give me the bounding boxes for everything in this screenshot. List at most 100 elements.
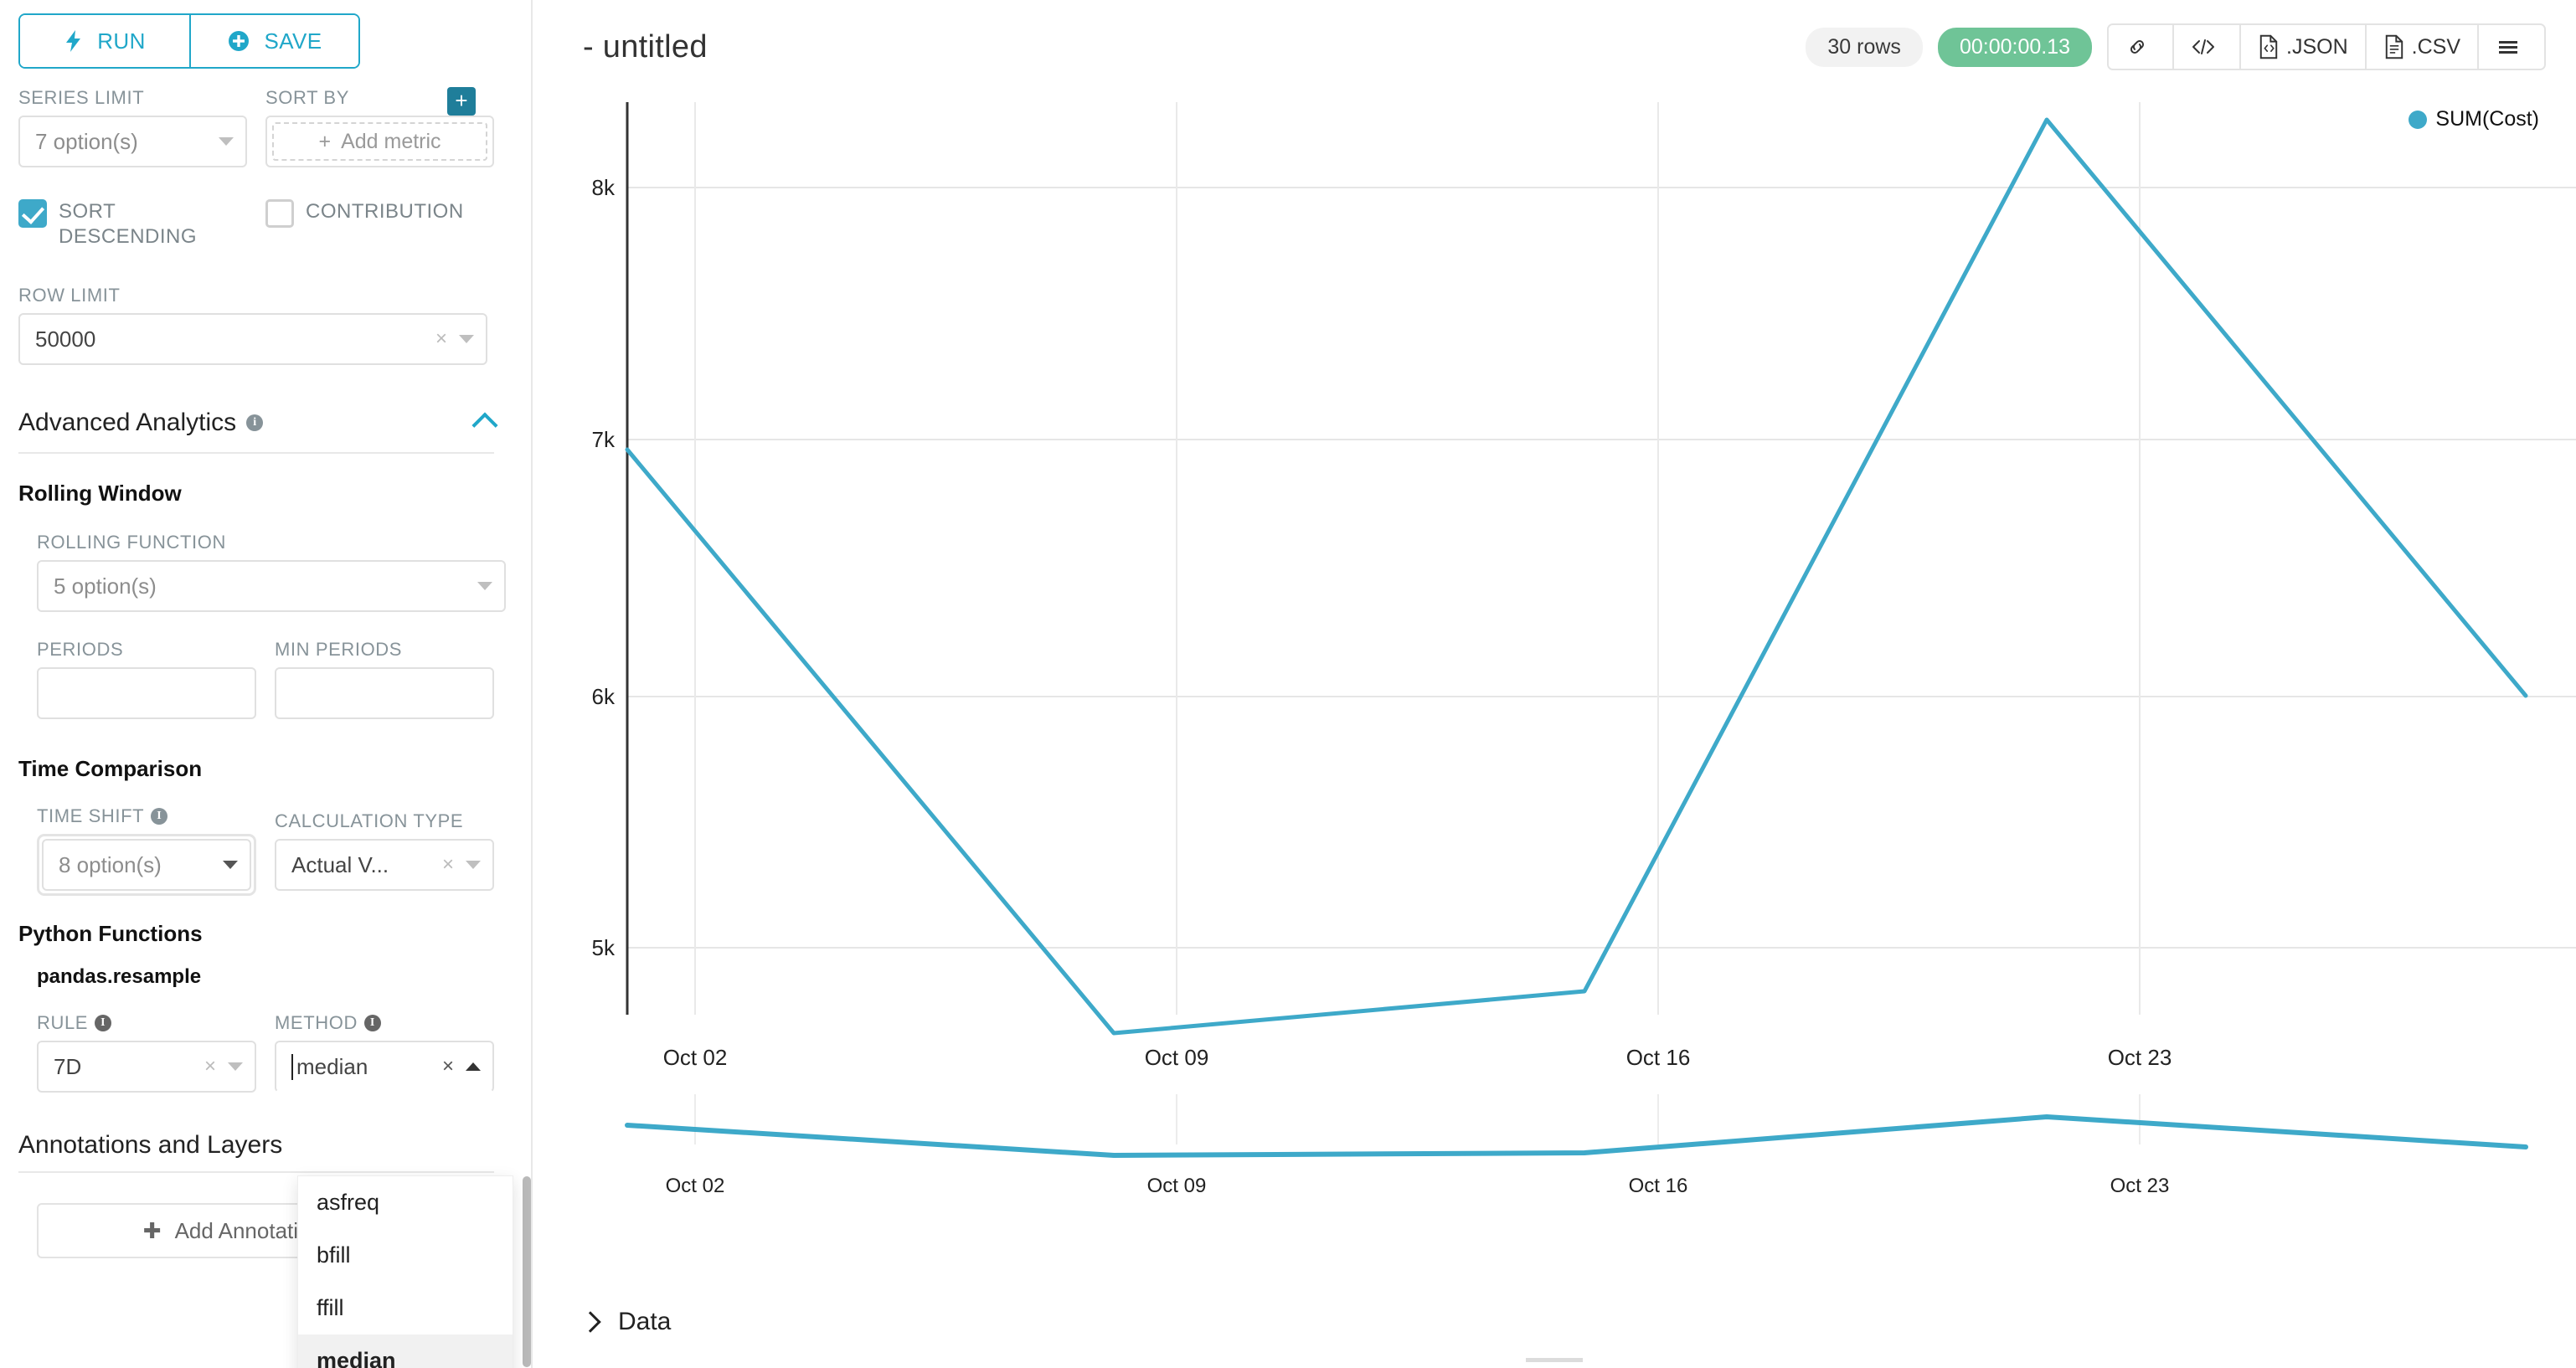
method-option-asfreq[interactable]: asfreq bbox=[317, 1190, 380, 1215]
periods-input[interactable] bbox=[37, 667, 256, 719]
add-sort-by-button[interactable]: + bbox=[447, 87, 476, 116]
download-csv-button[interactable]: .CSV bbox=[2364, 25, 2477, 69]
method-option-ffill[interactable]: ffill bbox=[317, 1295, 344, 1320]
row-count-badge: 30 rows bbox=[1806, 27, 1923, 67]
series-limit-select[interactable]: 7 option(s) bbox=[18, 116, 247, 167]
download-json-label: .JSON bbox=[2286, 34, 2348, 59]
chevron-right-icon bbox=[580, 1311, 601, 1333]
download-json-button[interactable]: .JSON bbox=[2239, 25, 2365, 69]
line-chart-svg: 8k 7k 6k 5k Oct 02 Oct 09 Oct 16 Oct 23 bbox=[592, 102, 2576, 1197]
chevron-up-icon[interactable] bbox=[466, 1062, 481, 1071]
save-button[interactable]: SAVE bbox=[189, 15, 358, 67]
view-code-button[interactable] bbox=[2172, 25, 2240, 69]
contribution-checkbox-row[interactable]: CONTRIBUTION bbox=[265, 198, 494, 228]
svg-text:Oct 16: Oct 16 bbox=[1626, 1045, 1691, 1070]
contribution-label: CONTRIBUTION bbox=[306, 200, 464, 223]
brush-resize-handle[interactable] bbox=[1526, 1358, 1583, 1368]
method-select[interactable]: median × bbox=[275, 1041, 494, 1093]
chevron-down-icon[interactable] bbox=[477, 582, 492, 590]
min-periods-input[interactable] bbox=[275, 667, 494, 719]
svg-text:6k: 6k bbox=[592, 684, 616, 709]
min-periods-label-text: MIN PERIODS bbox=[275, 639, 403, 660]
chevron-down-icon[interactable] bbox=[466, 861, 481, 869]
sort-by-dropzone[interactable]: + Add metric bbox=[265, 116, 494, 167]
copy-link-button[interactable] bbox=[2109, 25, 2173, 69]
link-icon bbox=[2130, 39, 2145, 54]
svg-text:8k: 8k bbox=[592, 175, 616, 200]
chevron-down-icon[interactable] bbox=[459, 335, 474, 343]
advanced-analytics-title-row: Advanced Analytics i bbox=[18, 409, 264, 437]
time-shift-label: TIME SHIFT i bbox=[37, 805, 256, 827]
annotations-header[interactable]: Annotations and Layers bbox=[18, 1131, 494, 1171]
divider bbox=[18, 452, 494, 454]
time-shift-focus-ring: 8 option(s) bbox=[37, 834, 256, 896]
info-icon[interactable]: i bbox=[246, 414, 264, 431]
plus-icon: ✚ bbox=[142, 1217, 162, 1243]
more-options-button[interactable] bbox=[2477, 25, 2544, 69]
rolling-window-title: Rolling Window bbox=[18, 481, 182, 506]
rule-value: 7D bbox=[54, 1053, 82, 1079]
advanced-analytics-header[interactable]: Advanced Analytics i bbox=[18, 409, 498, 452]
min-periods-label: MIN PERIODS bbox=[275, 639, 494, 661]
data-panel-toggle[interactable]: Data bbox=[580, 1308, 672, 1336]
clear-icon[interactable]: × bbox=[441, 1055, 454, 1077]
add-metric-button[interactable]: + Add metric bbox=[272, 122, 487, 161]
rolling-function-value: 5 option(s) bbox=[54, 573, 157, 599]
time-shift-value: 8 option(s) bbox=[59, 851, 162, 877]
calculation-type-label-text: CALCULATION TYPE bbox=[275, 810, 464, 831]
chart-legend[interactable]: SUM(Cost) bbox=[2409, 107, 2539, 131]
clear-icon[interactable]: × bbox=[435, 327, 447, 350]
run-button[interactable]: RUN bbox=[20, 15, 189, 67]
method-option-median[interactable]: median bbox=[298, 1335, 513, 1368]
json-file-icon bbox=[2259, 34, 2278, 59]
brush-series-line bbox=[625, 1114, 2528, 1158]
brush-overview: Oct 02 Oct 09 Oct 16 Oct 23 bbox=[625, 1094, 2528, 1197]
row-limit-select[interactable]: 50000 × bbox=[18, 313, 487, 365]
download-csv-label: .CSV bbox=[2411, 34, 2460, 59]
data-panel-label: Data bbox=[618, 1308, 672, 1335]
brush-x-tick-labels: Oct 02 Oct 09 Oct 16 Oct 23 bbox=[666, 1175, 2170, 1197]
row-limit-label-text: ROW LIMIT bbox=[18, 285, 121, 306]
method-option-bfill[interactable]: bfill bbox=[317, 1242, 351, 1268]
rolling-function-select[interactable]: 5 option(s) bbox=[37, 560, 506, 612]
chart-header: - untitled 30 rows 00:00:00.13 bbox=[533, 0, 2576, 94]
time-comparison-title: Time Comparison bbox=[18, 756, 203, 781]
sort-descending-checkbox-row[interactable]: SORT DESCENDING bbox=[18, 198, 247, 249]
calculation-type-select[interactable]: Actual V... × bbox=[275, 839, 494, 891]
legend-color-swatch bbox=[2409, 110, 2428, 129]
method-dropdown-menu[interactable]: asfreq bfill ffill median bbox=[297, 1175, 513, 1368]
query-time-badge: 00:00:00.13 bbox=[1937, 27, 2093, 67]
rule-select[interactable]: 7D × bbox=[37, 1041, 256, 1093]
svg-text:Oct 23: Oct 23 bbox=[2110, 1175, 2170, 1197]
clear-icon[interactable]: × bbox=[441, 853, 454, 876]
annotations-title: Annotations and Layers bbox=[18, 1131, 283, 1159]
svg-text:Oct 16: Oct 16 bbox=[1629, 1175, 1688, 1197]
info-icon[interactable]: i bbox=[363, 1015, 381, 1031]
y-gridlines bbox=[627, 187, 2576, 949]
control-panel-scrollbar[interactable] bbox=[523, 1176, 531, 1367]
series-limit-label-text: SERIES LIMIT bbox=[18, 87, 145, 108]
legend-label: SUM(Cost) bbox=[2435, 107, 2539, 131]
line-chart[interactable]: 8k 7k 6k 5k Oct 02 Oct 09 Oct 16 Oct 23 bbox=[533, 94, 2576, 1362]
info-icon[interactable]: i bbox=[151, 808, 168, 825]
chevron-up-icon[interactable] bbox=[471, 412, 498, 439]
time-shift-select[interactable]: 8 option(s) bbox=[42, 839, 251, 891]
sort-descending-checkbox[interactable] bbox=[18, 199, 47, 228]
periods-label: PERIODS bbox=[37, 639, 256, 661]
chart-header-actions: 30 rows 00:00:00.13 bbox=[1806, 23, 2546, 70]
divider bbox=[18, 1171, 494, 1173]
chevron-down-icon[interactable] bbox=[219, 137, 234, 146]
periods-label-text: PERIODS bbox=[37, 639, 124, 660]
info-icon[interactable]: i bbox=[95, 1015, 112, 1031]
series-line-sum-cost bbox=[625, 117, 2528, 1036]
rule-label: RULE i bbox=[37, 1012, 256, 1034]
contribution-checkbox[interactable] bbox=[265, 199, 294, 228]
python-functions-title: Python Functions bbox=[18, 921, 203, 946]
chevron-down-icon[interactable] bbox=[228, 1062, 243, 1071]
chevron-down-icon[interactable] bbox=[223, 861, 238, 869]
export-button-group: .JSON .CSV bbox=[2107, 23, 2546, 70]
method-label: METHOD i bbox=[275, 1012, 494, 1034]
csv-file-icon bbox=[2385, 34, 2403, 59]
clear-icon[interactable]: × bbox=[204, 1055, 216, 1077]
